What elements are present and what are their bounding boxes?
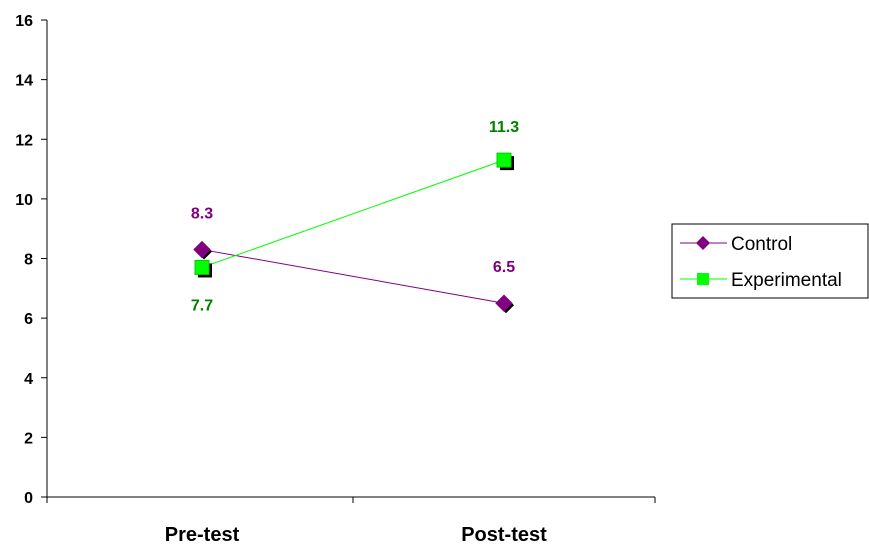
data-label: 8.3 (191, 206, 213, 223)
legend-label: Experimental (731, 270, 842, 291)
y-tick-label: 8 (24, 252, 33, 269)
y-tick-label: 12 (15, 132, 33, 149)
data-label: 6.5 (493, 259, 515, 276)
data-label: 11.3 (489, 119, 519, 136)
legend-label: Control (731, 234, 792, 255)
legend-marker-diamond (696, 236, 710, 250)
y-tick-label: 10 (15, 192, 33, 209)
y-tick-label: 4 (24, 371, 33, 388)
y-tick-label: 14 (15, 73, 33, 90)
y-tick-label: 6 (24, 311, 33, 328)
legend (671, 223, 869, 299)
x-tick-label: Post-test (461, 524, 547, 546)
data-point (495, 294, 513, 312)
y-tick-label: 2 (24, 430, 33, 447)
y-tick-label: 0 (24, 490, 33, 507)
y-tick-label: 16 (15, 13, 33, 30)
x-tick-label: Pre-test (165, 524, 240, 546)
legend-marker-square (697, 273, 709, 285)
data-point (193, 240, 211, 259)
data-point (496, 152, 512, 168)
data-point (194, 259, 210, 275)
data-label: 7.7 (191, 297, 213, 314)
series-line-control (201, 249, 505, 304)
series-line-experimental (201, 159, 505, 268)
